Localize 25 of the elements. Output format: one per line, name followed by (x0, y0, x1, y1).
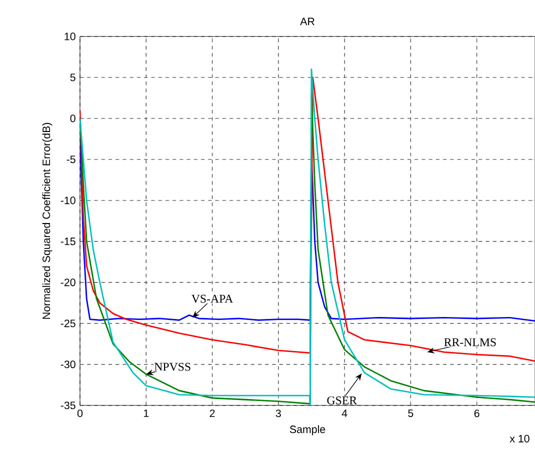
chart-title: AR (300, 18, 314, 25)
y-tick-label: -10 (60, 196, 76, 204)
x-tick-label: 4 (342, 409, 348, 417)
x-tick-label: 1 (144, 409, 149, 417)
annotation: NPVSS (154, 362, 190, 371)
annotation: VS-APA (192, 294, 234, 303)
y-tick-label: 5 (70, 74, 76, 82)
annotation: RR-NLMS (444, 338, 496, 346)
x-tick-label: 6 (474, 409, 480, 417)
y-tick-label: 0 (70, 114, 76, 122)
y-tick-label: -30 (60, 360, 76, 368)
y-tick-label: -20 (60, 278, 76, 286)
annotation: GSER (327, 396, 358, 404)
y-tick-label: 10 (64, 32, 76, 40)
y-tick-label: -35 (60, 401, 76, 409)
y-tick-label: -5 (66, 156, 76, 163)
y-tick-label: -15 (60, 238, 76, 245)
x-tick-label: 2 (210, 409, 215, 417)
x-tick-label: 3 (276, 409, 281, 417)
x-tick-label: 0 (77, 409, 83, 417)
x-tick-label: 5 (408, 409, 414, 417)
y-axis-title: Normalized Squared Coefficient Error(dB) (42, 122, 52, 319)
text: x 10 (510, 434, 530, 442)
x-axis-title: Sample (290, 425, 326, 436)
y-tick-label: -25 (60, 319, 76, 328)
